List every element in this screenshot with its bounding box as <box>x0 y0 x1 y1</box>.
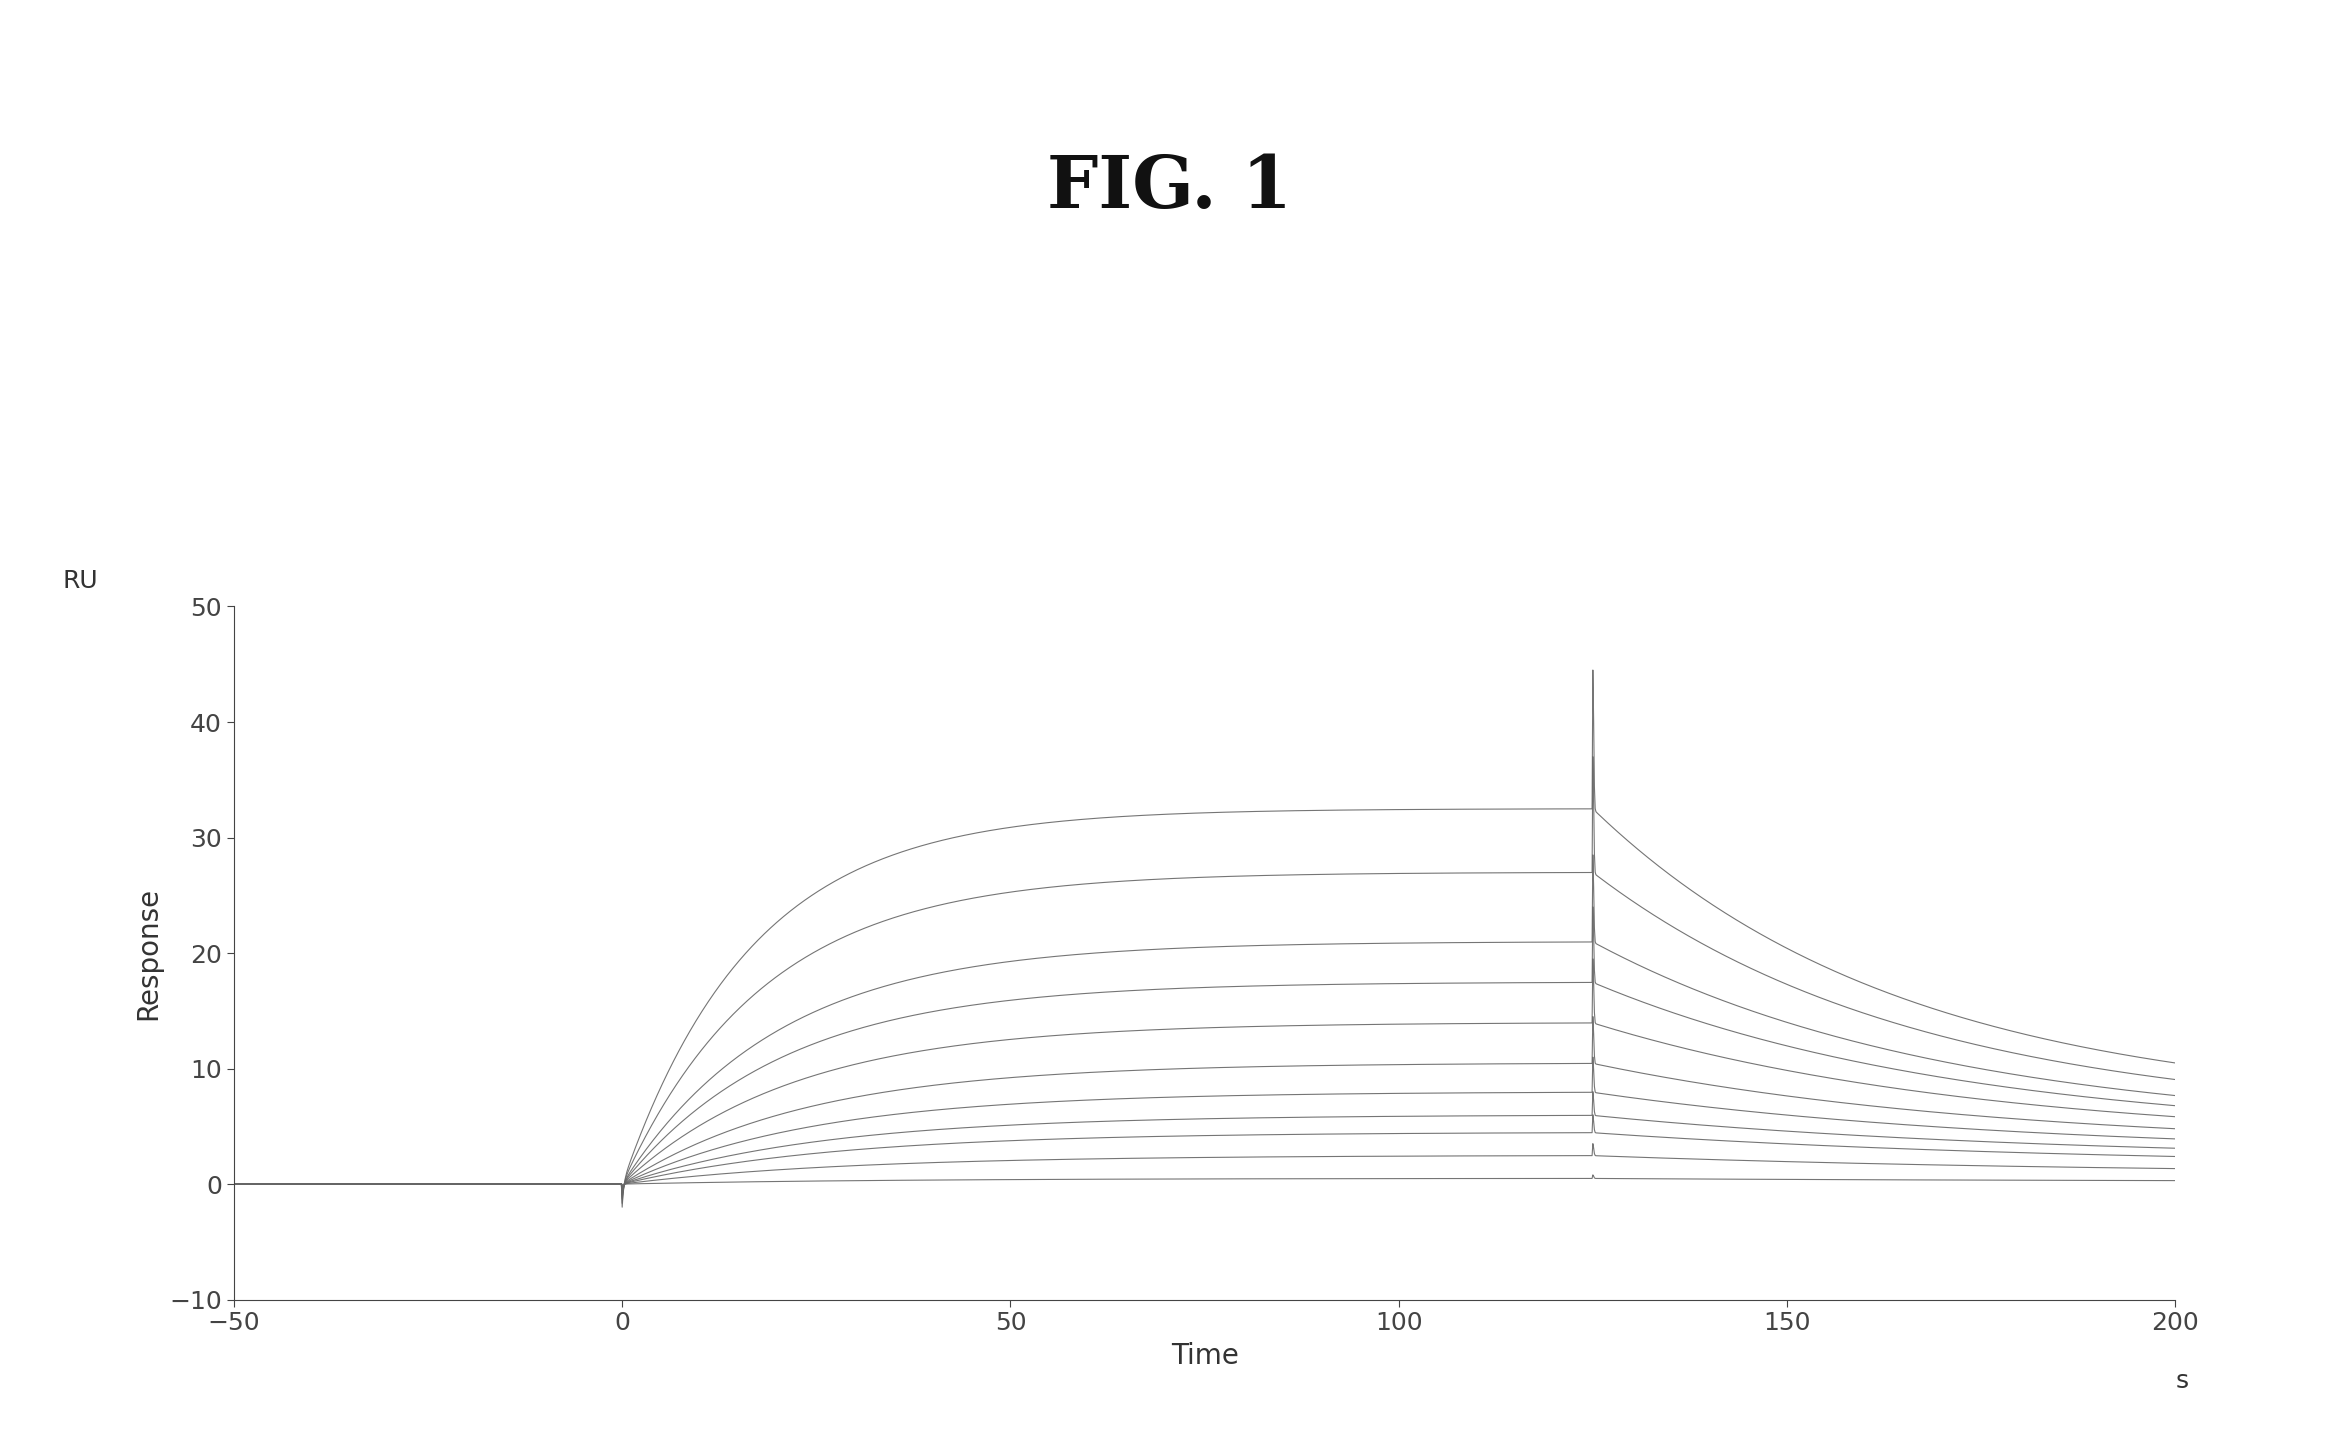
Text: FIG. 1: FIG. 1 <box>1048 152 1291 224</box>
Text: RU: RU <box>63 569 98 592</box>
Y-axis label: Response: Response <box>133 887 161 1019</box>
X-axis label: Time: Time <box>1170 1343 1240 1370</box>
Text: s: s <box>2175 1369 2189 1393</box>
